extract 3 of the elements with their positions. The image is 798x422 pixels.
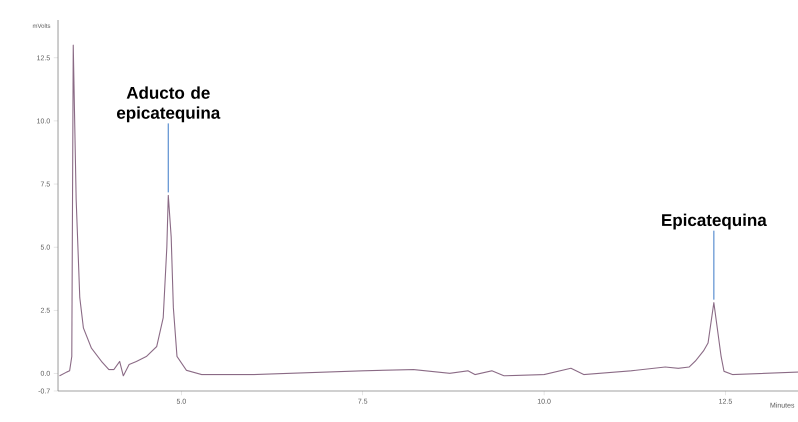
line-series (58, 44, 798, 376)
annotation: Epicatequina (662, 214, 767, 230)
annotation: Aducto de epicatequina (116, 86, 220, 122)
